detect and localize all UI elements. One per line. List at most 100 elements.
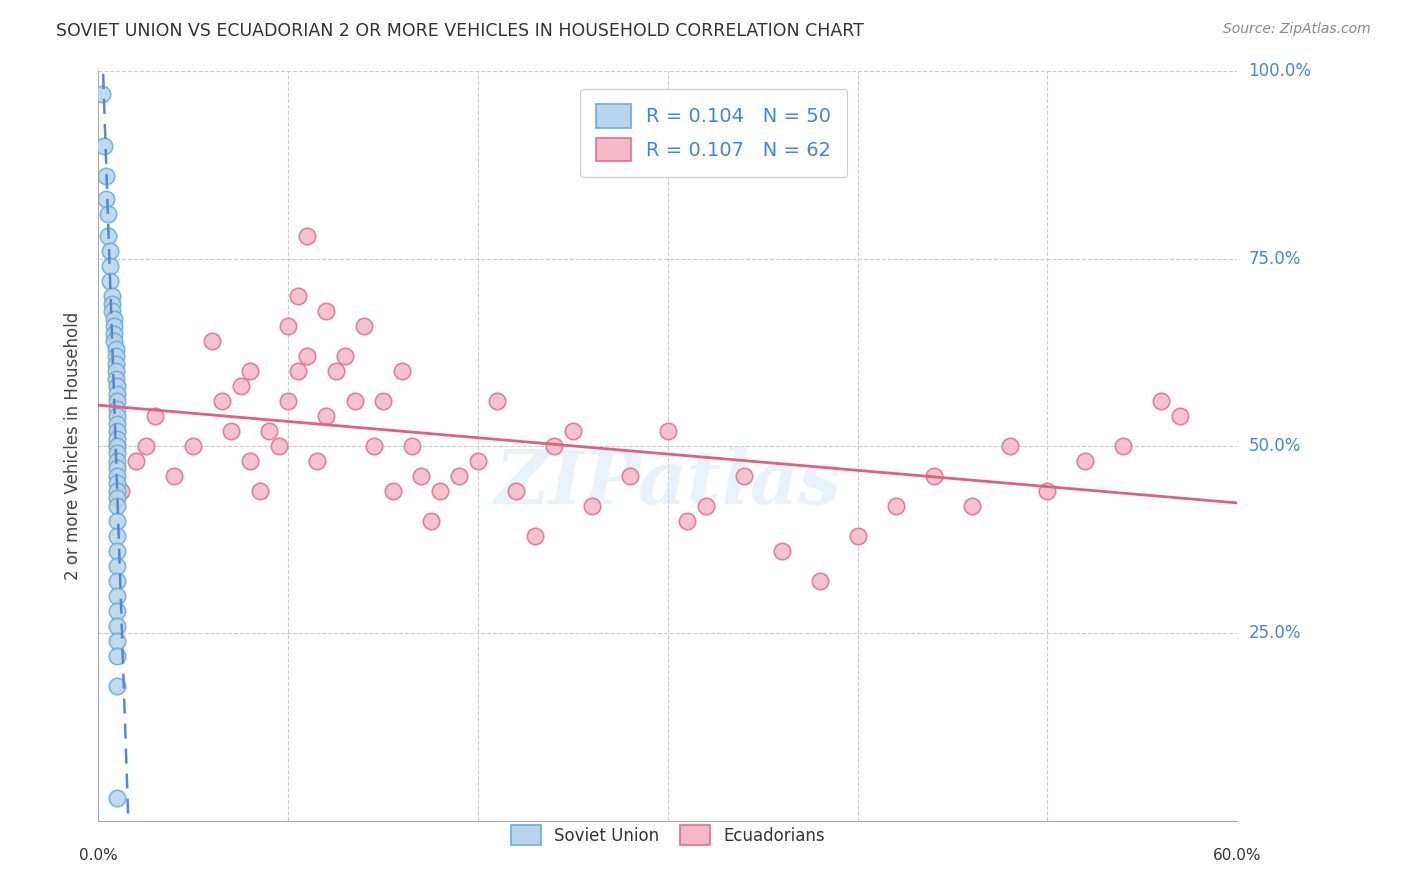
Point <box>93 139 115 153</box>
Text: 100.0%: 100.0% <box>1249 62 1312 80</box>
Point <box>267 439 290 453</box>
Point <box>619 469 641 483</box>
Point <box>183 439 205 453</box>
Point <box>239 364 262 378</box>
Point <box>97 229 120 244</box>
Text: 60.0%: 60.0% <box>1213 848 1261 863</box>
Text: 0.0%: 0.0% <box>79 848 118 863</box>
Point <box>1112 439 1135 453</box>
Point <box>419 514 441 528</box>
Point <box>107 446 129 460</box>
Point <box>808 574 831 588</box>
Point <box>91 87 114 101</box>
Point <box>104 342 127 356</box>
Point <box>107 476 129 491</box>
Point <box>543 439 565 453</box>
Point <box>922 469 945 483</box>
Point <box>846 529 869 543</box>
Point <box>107 648 129 663</box>
Point <box>960 499 983 513</box>
Point <box>221 424 243 438</box>
Point <box>335 349 357 363</box>
Point <box>163 469 186 483</box>
Point <box>411 469 433 483</box>
Text: 25.0%: 25.0% <box>1249 624 1301 642</box>
Point <box>391 364 413 378</box>
Point <box>107 544 129 558</box>
Point <box>107 461 129 475</box>
Point <box>107 394 129 409</box>
Point <box>98 244 121 259</box>
Point <box>287 289 309 303</box>
Point <box>363 439 385 453</box>
Point <box>1170 409 1192 423</box>
Point <box>467 454 489 468</box>
Point <box>107 386 129 401</box>
Point <box>676 514 699 528</box>
Point <box>98 274 121 288</box>
Point <box>486 394 509 409</box>
Text: Source: ZipAtlas.com: Source: ZipAtlas.com <box>1223 22 1371 37</box>
Point <box>239 454 262 468</box>
Point <box>107 379 129 393</box>
Point <box>371 394 394 409</box>
Point <box>315 409 337 423</box>
Point <box>401 439 423 453</box>
Point <box>259 424 281 438</box>
Y-axis label: 2 or more Vehicles in Household: 2 or more Vehicles in Household <box>65 312 83 580</box>
Point <box>107 417 129 431</box>
Point <box>107 483 129 498</box>
Point <box>524 529 547 543</box>
Point <box>325 364 347 378</box>
Point <box>97 207 120 221</box>
Text: 50.0%: 50.0% <box>1249 437 1301 455</box>
Point <box>107 409 129 423</box>
Point <box>104 349 127 363</box>
Legend: Soviet Union, Ecuadorians: Soviet Union, Ecuadorians <box>503 816 832 854</box>
Point <box>107 619 129 633</box>
Point <box>107 401 129 416</box>
Point <box>107 589 129 603</box>
Point <box>305 454 328 468</box>
Point <box>107 454 129 468</box>
Point <box>98 259 121 273</box>
Point <box>1074 454 1097 468</box>
Point <box>125 454 148 468</box>
Point <box>107 633 129 648</box>
Point <box>287 364 309 378</box>
Point <box>211 394 233 409</box>
Point <box>107 432 129 446</box>
Point <box>562 424 585 438</box>
Point <box>94 169 117 184</box>
Point <box>884 499 907 513</box>
Point <box>100 289 122 303</box>
Point <box>998 439 1021 453</box>
Point <box>103 311 125 326</box>
Point <box>107 424 129 438</box>
Point <box>581 499 603 513</box>
Point <box>145 409 167 423</box>
Point <box>135 439 157 453</box>
Point <box>229 379 252 393</box>
Point <box>104 371 127 385</box>
Point <box>103 334 125 348</box>
Point <box>110 483 132 498</box>
Point <box>449 469 471 483</box>
Point <box>1036 483 1059 498</box>
Text: 75.0%: 75.0% <box>1249 250 1301 268</box>
Point <box>249 483 271 498</box>
Point <box>107 529 129 543</box>
Point <box>107 514 129 528</box>
Point <box>107 574 129 588</box>
Point <box>505 483 527 498</box>
Point <box>695 499 717 513</box>
Text: ZIPatlas: ZIPatlas <box>495 447 841 520</box>
Point <box>107 558 129 573</box>
Point <box>107 491 129 506</box>
Point <box>770 544 793 558</box>
Point <box>107 439 129 453</box>
Point <box>107 469 129 483</box>
Point <box>103 326 125 341</box>
Point <box>104 364 127 378</box>
Point <box>429 483 451 498</box>
